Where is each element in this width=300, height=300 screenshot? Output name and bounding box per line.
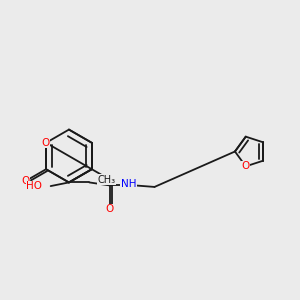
- Text: CH₃: CH₃: [97, 175, 115, 184]
- Text: HO: HO: [26, 181, 42, 191]
- Text: NH: NH: [121, 179, 136, 189]
- Text: O: O: [242, 161, 250, 171]
- Text: O: O: [106, 204, 114, 214]
- Text: O: O: [21, 176, 30, 186]
- Text: O: O: [41, 138, 50, 148]
